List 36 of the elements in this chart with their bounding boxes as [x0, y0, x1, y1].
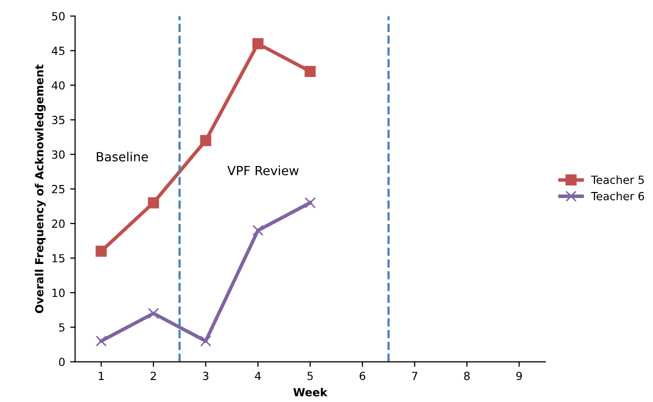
y-tick-label: 0 — [59, 358, 65, 366]
point — [148, 197, 160, 208]
point — [304, 197, 316, 208]
y-tick-label: 50 — [52, 12, 65, 20]
x-tick-label: 2 — [150, 372, 156, 380]
x-tick-label: 7 — [412, 372, 418, 380]
y-tick-label: 45 — [52, 46, 64, 56]
point — [200, 134, 212, 146]
annotation: Baseline — [96, 152, 148, 162]
x-tick-label: 4 — [254, 372, 261, 380]
y-tick-label: 5 — [59, 323, 64, 332]
y-tick-label: 35 — [52, 116, 64, 124]
y-tick-label: 40 — [52, 81, 65, 90]
point — [148, 308, 160, 319]
y-axis-title: Overall Frequency of Acknowledgement — [34, 64, 46, 314]
point — [252, 38, 264, 50]
point — [96, 246, 107, 257]
y-tick-label: 20 — [52, 219, 65, 228]
x-tick-label: 1 — [98, 372, 104, 380]
x-tick-label: 9 — [516, 372, 522, 380]
x-tick-label: 6 — [360, 372, 366, 380]
y-tick-label: 10 — [52, 288, 65, 298]
x-tick-label: 8 — [464, 372, 470, 380]
point — [304, 66, 316, 77]
legend-label: Teacher 6 — [591, 192, 644, 200]
x-axis-title: Week — [293, 388, 328, 396]
y-tick-label: 25 — [52, 184, 64, 194]
x-tick-label: 3 — [203, 372, 208, 380]
point — [96, 336, 107, 347]
y-tick-label: 30 — [52, 150, 65, 159]
point — [252, 224, 264, 236]
x-tick-label: 5 — [308, 372, 313, 380]
point — [200, 336, 212, 347]
annotation: VPF Review — [227, 166, 299, 176]
legend-label: Teacher 5 — [591, 175, 644, 184]
y-tick-label: 15 — [52, 254, 64, 262]
